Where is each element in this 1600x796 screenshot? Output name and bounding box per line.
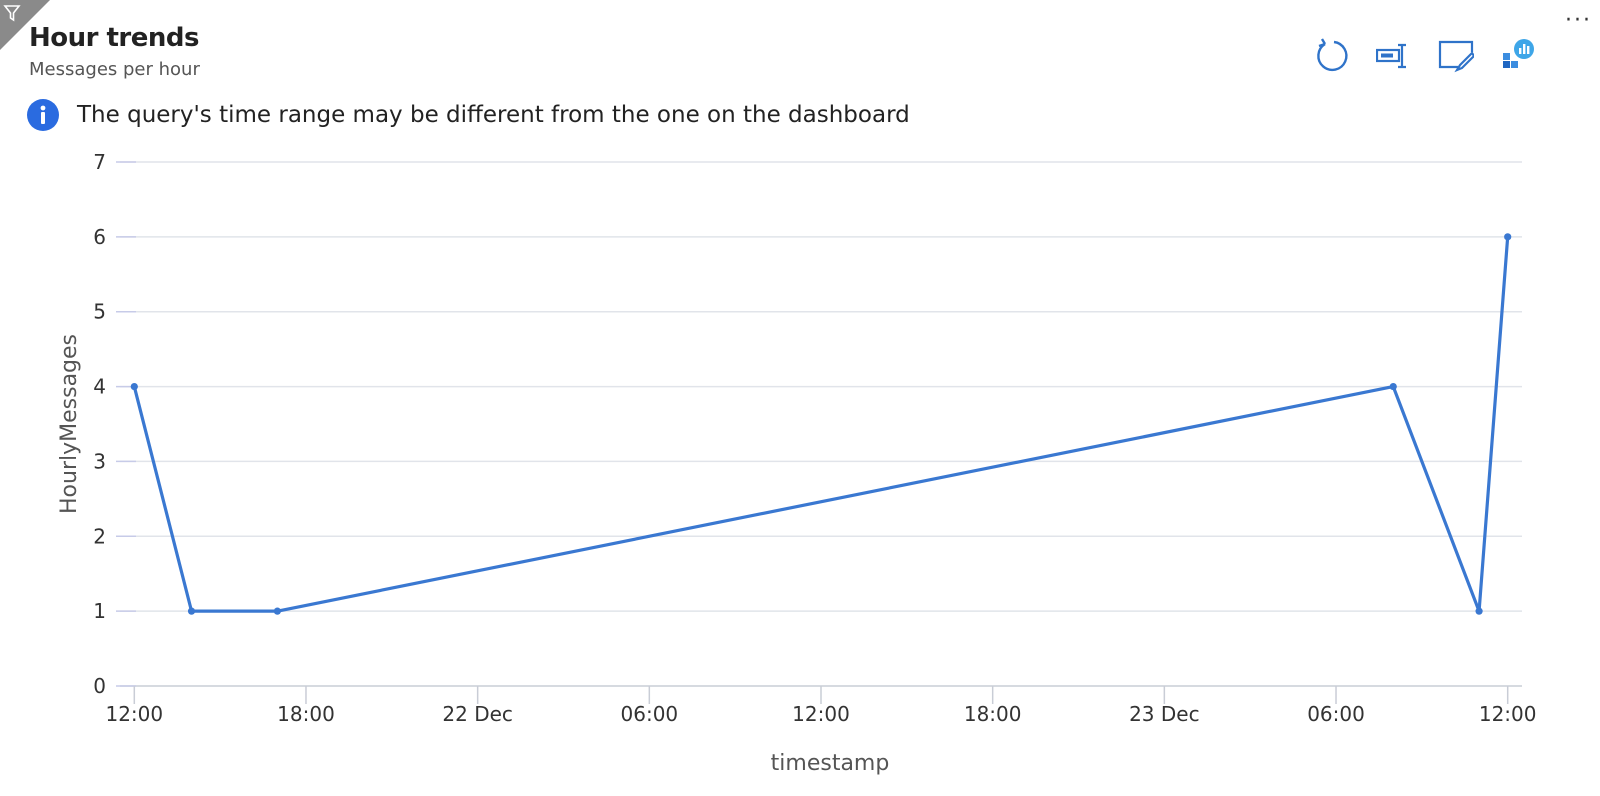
y-tick-label: 1 [93,599,106,623]
tile-title: Hour trends [29,23,199,53]
more-options-button[interactable]: ··· [1565,8,1592,33]
refresh-icon [1317,38,1348,72]
info-text: The query's time range may be different … [77,102,910,128]
open-in-logs-button[interactable] [1374,36,1414,76]
data-point[interactable] [187,607,196,615]
y-tick-label: 2 [93,524,106,548]
chart-grid [120,161,1522,687]
x-tick-label: 12:00 [105,702,163,726]
x-axis: 12:00 18:00 22 Dec 06:00 12:00 18:00 23 Dec 06:… [105,686,1537,726]
y-axis: 0 1 2 3 4 5 6 7 [93,150,136,698]
data-point[interactable] [273,607,281,615]
edit-button[interactable] [1436,36,1476,76]
filter-icon [3,5,21,22]
x-tick-label: 22 Dec [442,702,513,726]
chart-series [130,233,1512,615]
y-tick-label: 5 [93,300,106,324]
edit-icon [1438,40,1474,73]
x-tick-label: 18:00 [277,702,335,726]
info-notice: The query's time range may be different … [27,99,910,131]
y-axis-title: HourlyMessages [57,334,82,514]
x-tick-label: 12:00 [792,702,850,726]
y-tick-label: 7 [93,150,106,174]
y-tick-label: 4 [93,375,106,399]
tile-toolbar [1312,36,1560,76]
tile-header: Hour trends Messages per hour [29,23,200,80]
x-tick-label: 23 Dec [1129,702,1200,726]
refresh-button[interactable] [1312,36,1352,76]
x-tick-label: 18:00 [964,702,1022,726]
data-point[interactable] [1504,233,1512,241]
data-point[interactable] [1389,382,1397,391]
x-tick-label: 12:00 [1479,702,1537,726]
y-tick-label: 3 [93,449,106,473]
workbook-icon [1503,39,1534,68]
info-icon [27,99,59,131]
workbook-button[interactable] [1498,36,1538,76]
x-axis-title: timestamp [771,751,890,776]
y-tick-label: 0 [93,674,106,698]
data-point[interactable] [1475,607,1483,615]
tile-subtitle: Messages per hour [29,59,200,80]
data-point[interactable] [130,382,138,391]
series-line [132,236,1510,613]
logs-icon [1376,43,1406,69]
y-tick-label: 6 [93,225,106,249]
x-tick-label: 06:00 [1307,702,1365,726]
x-tick-label: 06:00 [621,702,679,726]
filter-corner[interactable] [0,0,50,50]
